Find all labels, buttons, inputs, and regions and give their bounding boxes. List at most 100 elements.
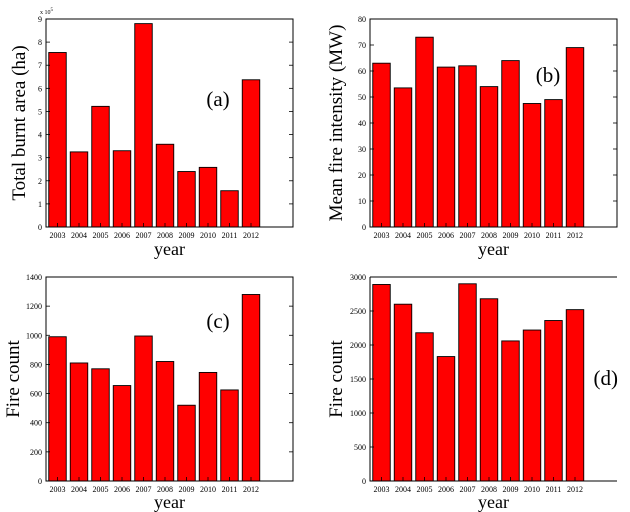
bar-2006 — [112, 150, 132, 228]
x-tick-label: 2009 — [503, 231, 519, 240]
panel-label: (a) — [206, 87, 229, 111]
x-tick-label: 2005 — [417, 485, 433, 494]
bar-2004 — [393, 303, 413, 482]
y-tick-label: 600 — [30, 390, 42, 399]
x-axis-label: year — [478, 492, 509, 512]
panel-label: (c) — [206, 309, 229, 333]
axes-frame — [45, 276, 294, 482]
bar-2008 — [155, 361, 175, 482]
x-tick-label: 2009 — [179, 485, 195, 494]
bar-2004 — [69, 151, 89, 228]
chart-panel-4: 0 500 1000 1500 2000 2500 3000 2003 2004 2005 2006… — [326, 273, 618, 512]
bar-2004 — [393, 87, 413, 228]
y-axis-label: Fire count — [3, 340, 24, 418]
bar-2003 — [48, 52, 67, 228]
x-tick-label: 2011 — [222, 485, 238, 494]
x-tick-label: 2007 — [460, 231, 476, 240]
x-tick-label: 2008 — [481, 485, 497, 494]
bar-2010 — [522, 103, 542, 228]
panel-label: (b) — [536, 63, 561, 87]
y-axis-label: Fire count — [326, 340, 347, 418]
bar-2005 — [91, 105, 110, 228]
y-tick-label: 20 — [358, 171, 366, 180]
bar-2009 — [177, 171, 196, 228]
y-tick-label: 70 — [358, 41, 366, 50]
y-tick-label: 1500 — [350, 375, 366, 384]
bar-2010 — [198, 166, 218, 228]
x-tick-label: 2003 — [50, 485, 66, 494]
x-tick-label: 2010 — [200, 231, 216, 240]
bar-2006 — [112, 385, 132, 482]
bar-2011 — [220, 389, 239, 482]
x-tick-label: 2007 — [136, 485, 152, 494]
y-tick-label: 1200 — [26, 302, 42, 311]
x-axis-label: year — [154, 239, 185, 259]
bar-2006 — [436, 66, 456, 228]
bar-2011 — [544, 99, 563, 228]
bar-2012 — [241, 79, 261, 228]
bar-2004 — [69, 362, 89, 482]
y-tick-label: 1400 — [26, 273, 42, 282]
x-tick-label: 2005 — [93, 485, 109, 494]
x-tick-label: 2008 — [481, 231, 497, 240]
bar-2009 — [501, 340, 520, 482]
x-tick-label: 2008 — [157, 485, 173, 494]
y-tick-label: 6 — [38, 84, 42, 93]
chart-panel-2: 0 10 20 30 40 50 60 70 80 2003 2004 2005 2006 2007 200… — [326, 15, 618, 259]
y-tick-label: 80 — [358, 15, 366, 24]
bar-2012 — [241, 294, 261, 482]
x-tick-label: 2004 — [71, 231, 87, 240]
x-tick-label: 2011 — [546, 231, 562, 240]
x-tick-label: 2010 — [524, 485, 540, 494]
x-tick-label: 2006 — [114, 231, 130, 240]
y-axis-label: Mean fire intensity (MW) — [326, 25, 347, 222]
x-tick-label: 2004 — [71, 485, 87, 494]
x-tick-label: 2003 — [374, 231, 390, 240]
y-tick-label: 40 — [358, 119, 366, 128]
chart-panel-1: 0 1 2 3 4 5 6 7 8 9 2003 2004 2005 2006 2007 2008 2009 20… — [9, 8, 294, 259]
x-tick-label: 2012 — [243, 231, 259, 240]
y-tick-label: 8 — [38, 38, 42, 47]
x-tick-label: 2003 — [374, 485, 390, 494]
x-tick-label: 2012 — [243, 485, 259, 494]
x-axis-label: year — [478, 239, 509, 259]
y-tick-label: 60 — [358, 67, 366, 76]
bar-2009 — [501, 60, 520, 228]
bar-2005 — [415, 36, 434, 228]
y-tick-label: 3000 — [350, 273, 366, 282]
y-multiplier: x 105 — [40, 8, 54, 16]
bar-2007 — [134, 23, 153, 228]
bar-2011 — [544, 320, 563, 482]
x-tick-label: 2012 — [567, 231, 583, 240]
x-tick-label: 2009 — [503, 485, 519, 494]
y-tick-label: 0 — [38, 223, 42, 232]
x-tick-label: 2011 — [546, 485, 562, 494]
bar-2012 — [565, 47, 585, 228]
x-tick-label: 2008 — [157, 231, 173, 240]
y-tick-label: 0 — [362, 477, 366, 486]
x-tick-label: 2004 — [395, 485, 411, 494]
y-tick-label: 0 — [38, 477, 42, 486]
x-tick-label: 2006 — [114, 485, 130, 494]
bar-2005 — [91, 368, 110, 482]
y-tick-label: 0 — [362, 223, 366, 232]
x-tick-label: 2005 — [93, 231, 109, 240]
chart-panel-3: 0 200 400 600 800 1000 1200 1400 2003 2004 2005 200… — [3, 273, 294, 512]
bar-2003 — [48, 336, 67, 482]
panel-label: (d) — [594, 366, 619, 390]
y-tick-label: 3 — [38, 154, 42, 163]
y-tick-label: 1 — [38, 200, 42, 209]
x-tick-label: 2005 — [417, 231, 433, 240]
x-tick-label: 2004 — [395, 231, 411, 240]
x-tick-label: 2006 — [438, 231, 454, 240]
y-tick-label: 2500 — [350, 307, 366, 316]
x-tick-label: 2012 — [567, 485, 583, 494]
bar-2006 — [436, 356, 456, 482]
bar-2010 — [198, 371, 218, 482]
x-tick-label: 2007 — [460, 485, 476, 494]
x-tick-label: 2009 — [179, 231, 195, 240]
y-tick-label: 400 — [30, 419, 42, 428]
y-tick-label: 9 — [38, 15, 42, 24]
y-tick-label: 500 — [354, 443, 366, 452]
